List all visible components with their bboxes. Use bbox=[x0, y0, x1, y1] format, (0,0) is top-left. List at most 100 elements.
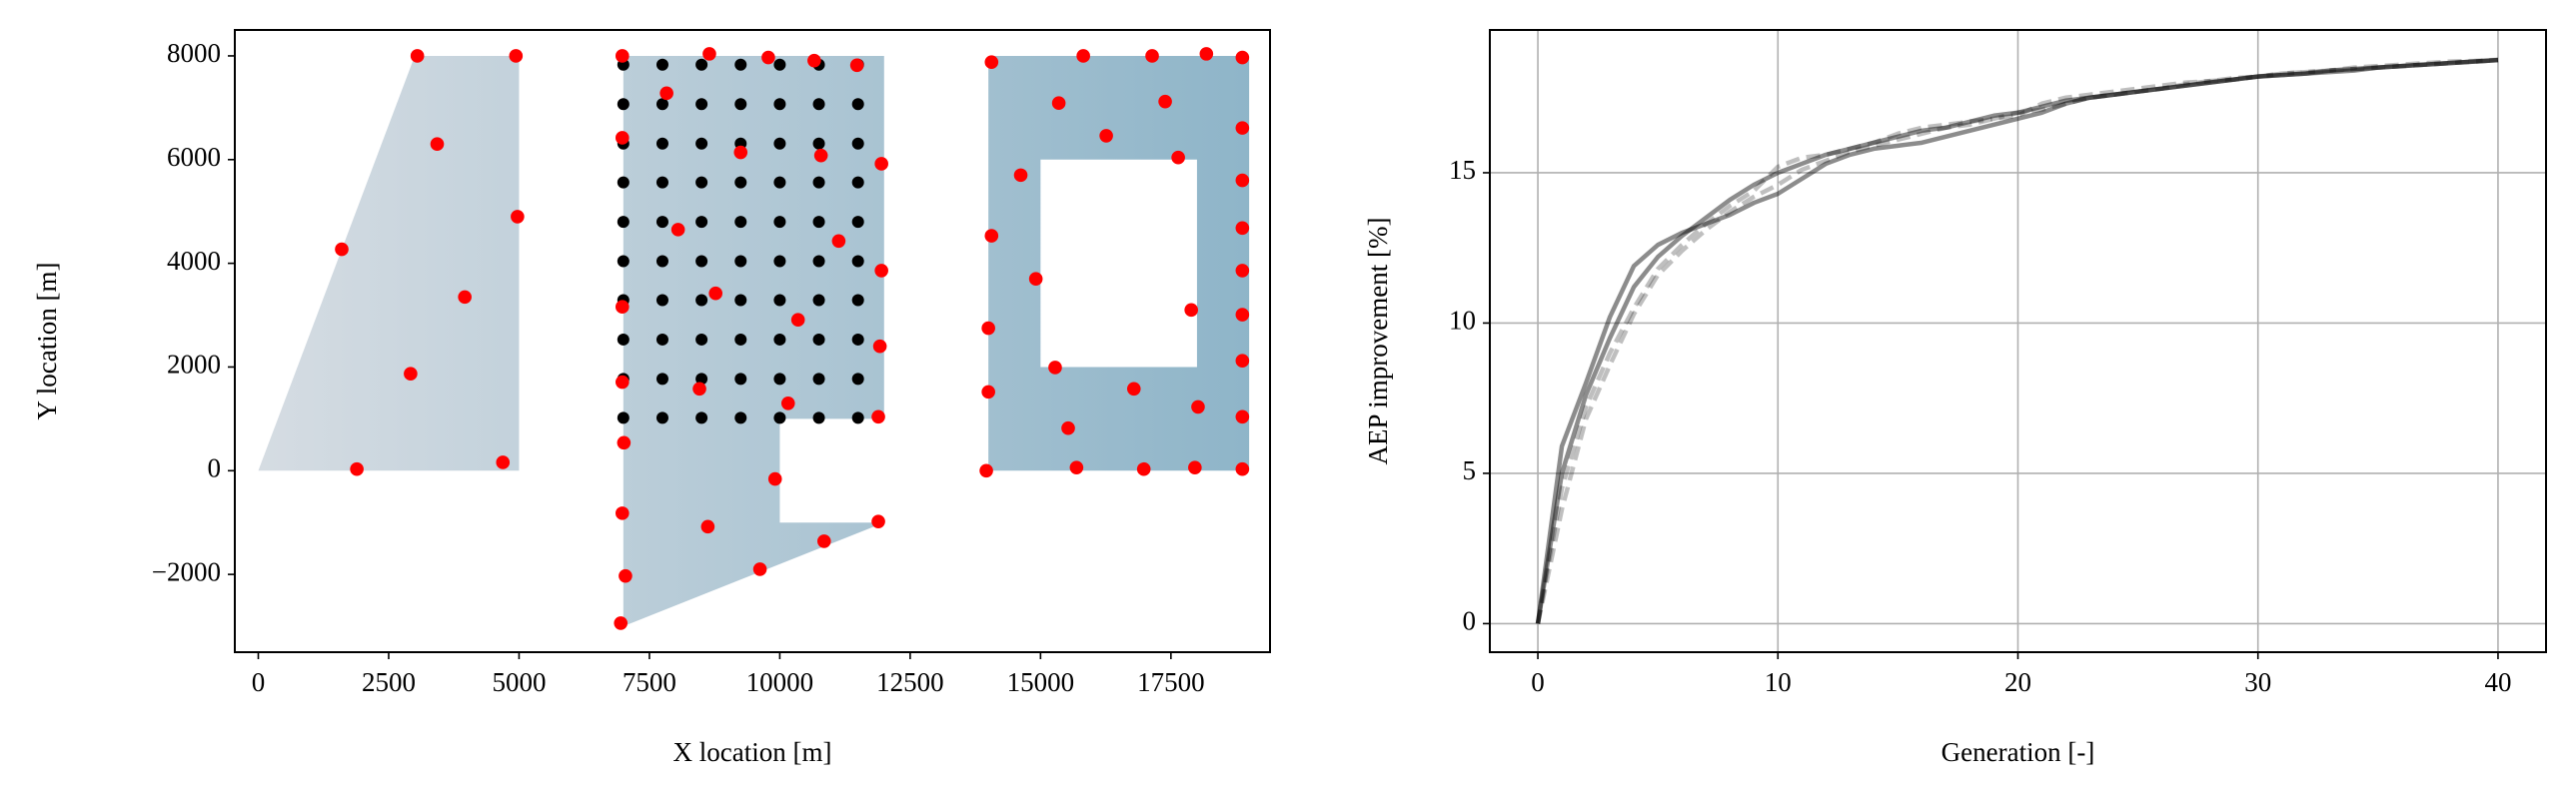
optimized-turbine bbox=[874, 157, 888, 171]
optimized-turbine bbox=[1158, 94, 1172, 109]
optimized-turbine bbox=[659, 86, 673, 101]
optimized-turbine bbox=[1184, 303, 1198, 318]
optimized-turbine bbox=[1171, 150, 1185, 165]
x-tick-label: 0 bbox=[252, 667, 266, 697]
farm-region bbox=[623, 55, 884, 627]
grid-turbine bbox=[655, 137, 668, 150]
grid-turbine bbox=[851, 216, 864, 229]
y-tick-label: 0 bbox=[208, 452, 222, 482]
grid-turbine bbox=[617, 98, 630, 111]
optimized-turbine bbox=[1099, 129, 1113, 143]
optimized-turbine bbox=[1145, 49, 1159, 63]
y-tick-label: 8000 bbox=[167, 38, 221, 68]
farm-region bbox=[258, 55, 520, 471]
grid-turbine bbox=[734, 411, 747, 424]
x-tick-label: 10 bbox=[1765, 667, 1792, 697]
grid-turbine bbox=[773, 58, 786, 71]
grid-turbine bbox=[812, 176, 825, 189]
grid-turbine bbox=[734, 255, 747, 268]
grid-turbine bbox=[734, 176, 747, 189]
grid-turbine bbox=[851, 98, 864, 111]
plot-frame bbox=[234, 29, 1271, 653]
x-tick-label: 12500 bbox=[876, 667, 944, 697]
optimized-turbine bbox=[509, 49, 524, 63]
optimized-turbine bbox=[458, 290, 472, 305]
grid-turbine bbox=[655, 333, 668, 346]
grid-turbine bbox=[695, 176, 708, 189]
optimized-turbine bbox=[1235, 461, 1250, 476]
optimized-turbine bbox=[670, 223, 685, 237]
grid-turbine bbox=[851, 294, 864, 307]
optimized-turbine bbox=[335, 242, 349, 257]
optimized-turbine bbox=[872, 339, 887, 354]
optimized-turbine bbox=[733, 145, 748, 160]
optimized-turbine bbox=[813, 148, 828, 163]
grid-turbine bbox=[734, 333, 747, 346]
grid-turbine bbox=[812, 137, 825, 150]
chart-panel: 0 10 20 30 40 0 5 10 15 Generation [-] AEP improve… bbox=[1363, 29, 2547, 767]
optimized-turbine bbox=[1235, 121, 1250, 135]
optimized-turbine bbox=[1028, 272, 1043, 287]
grid-turbine bbox=[695, 58, 708, 71]
optimized-turbine bbox=[1051, 96, 1066, 111]
grid-turbine bbox=[773, 176, 786, 189]
grid-turbine bbox=[812, 98, 825, 111]
y-tick-label: 2000 bbox=[167, 350, 221, 380]
optimized-turbine bbox=[981, 321, 995, 336]
grid-turbine bbox=[695, 137, 708, 150]
x-tick-label: 17500 bbox=[1137, 667, 1205, 697]
grid-turbine bbox=[812, 373, 825, 386]
y-tick-label: 15 bbox=[1449, 155, 1476, 185]
optimized-turbine bbox=[692, 382, 706, 397]
y-tick-label: −2000 bbox=[152, 556, 221, 586]
improvement-line bbox=[1535, 57, 2499, 624]
grid-turbine bbox=[617, 411, 630, 424]
optimized-turbine bbox=[981, 385, 995, 400]
optimized-turbine bbox=[1235, 50, 1250, 65]
x-tick-label: 2500 bbox=[362, 667, 416, 697]
y-tick-label: 0 bbox=[1463, 606, 1477, 636]
grid-turbine bbox=[773, 216, 786, 229]
grid-turbine bbox=[812, 255, 825, 268]
optimized-turbine bbox=[1069, 460, 1084, 474]
optimized-turbine bbox=[1126, 382, 1141, 397]
optimized-turbine bbox=[404, 367, 418, 382]
optimized-turbine bbox=[1048, 361, 1062, 375]
grid-turbine bbox=[734, 294, 747, 307]
grid-turbine bbox=[734, 373, 747, 386]
optimized-turbine bbox=[1235, 308, 1250, 322]
optimized-turbine bbox=[702, 47, 716, 61]
farm-region bbox=[988, 55, 1250, 471]
optimized-turbine bbox=[1061, 420, 1075, 435]
grid-turbine bbox=[695, 98, 708, 111]
chart-panel: 0 2500 5000 7500 10000 12500 15000 17500 −2000 0 2… bbox=[32, 29, 1271, 767]
optimized-turbine bbox=[871, 409, 885, 424]
optimized-turbine bbox=[1013, 168, 1028, 183]
optimized-turbine bbox=[708, 286, 723, 301]
optimized-turbine bbox=[767, 471, 782, 486]
optimized-turbine bbox=[1136, 461, 1151, 476]
x-tick-label: 20 bbox=[2004, 667, 2031, 697]
grid-turbine bbox=[812, 333, 825, 346]
x-tick-label: 15000 bbox=[1007, 667, 1075, 697]
optimized-turbine bbox=[816, 534, 831, 548]
optimized-turbine bbox=[1235, 354, 1250, 369]
x-tick-label: 10000 bbox=[746, 667, 814, 697]
optimized-turbine bbox=[350, 461, 364, 476]
optimized-turbine bbox=[1235, 173, 1250, 188]
grid-turbine bbox=[695, 216, 708, 229]
optimized-turbine bbox=[700, 519, 715, 534]
improvement-line bbox=[1535, 57, 2499, 624]
grid-turbine bbox=[695, 255, 708, 268]
grid-turbine bbox=[695, 411, 708, 424]
optimized-turbine bbox=[615, 300, 630, 315]
grid-turbine bbox=[734, 216, 747, 229]
grid-turbine bbox=[617, 255, 630, 268]
optimized-turbine bbox=[619, 568, 633, 583]
grid-turbine bbox=[617, 216, 630, 229]
grid-turbine bbox=[695, 333, 708, 346]
grid-turbine bbox=[617, 176, 630, 189]
grid-turbine bbox=[655, 176, 668, 189]
grid-turbine bbox=[851, 255, 864, 268]
